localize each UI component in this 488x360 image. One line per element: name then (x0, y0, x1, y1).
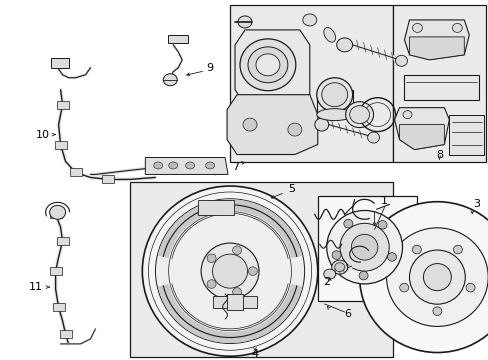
Ellipse shape (395, 55, 407, 66)
Text: 8: 8 (435, 149, 442, 159)
Polygon shape (408, 37, 463, 60)
Bar (51, 58, 68, 68)
Ellipse shape (451, 23, 461, 32)
Ellipse shape (142, 186, 317, 356)
Ellipse shape (331, 251, 340, 259)
Ellipse shape (154, 162, 163, 169)
Ellipse shape (432, 307, 441, 315)
Polygon shape (399, 125, 444, 149)
Ellipse shape (345, 102, 373, 127)
Ellipse shape (240, 39, 295, 91)
Ellipse shape (163, 74, 177, 86)
Bar (130, 183, 392, 357)
Ellipse shape (387, 253, 396, 261)
Ellipse shape (185, 162, 194, 169)
Ellipse shape (207, 254, 216, 262)
Ellipse shape (255, 54, 279, 76)
Ellipse shape (423, 264, 450, 291)
Bar (213, 296, 256, 308)
Polygon shape (404, 75, 478, 100)
Polygon shape (235, 30, 309, 105)
Polygon shape (226, 95, 317, 154)
Ellipse shape (351, 234, 377, 260)
Ellipse shape (155, 199, 304, 343)
Ellipse shape (212, 254, 247, 288)
Ellipse shape (168, 162, 177, 169)
Ellipse shape (326, 211, 402, 284)
Ellipse shape (243, 118, 256, 131)
Ellipse shape (232, 246, 241, 255)
Ellipse shape (247, 47, 287, 83)
Ellipse shape (408, 250, 465, 304)
Text: 6: 6 (344, 309, 350, 319)
Polygon shape (394, 108, 448, 149)
Ellipse shape (377, 221, 386, 229)
Ellipse shape (248, 267, 257, 275)
Text: 10: 10 (36, 130, 50, 140)
Ellipse shape (331, 260, 347, 274)
Bar (49, 210, 61, 218)
Bar (102, 175, 114, 183)
Text: 4: 4 (251, 349, 258, 359)
Ellipse shape (343, 219, 352, 228)
Ellipse shape (359, 202, 488, 352)
Ellipse shape (201, 243, 259, 299)
Ellipse shape (358, 271, 367, 280)
Ellipse shape (399, 283, 408, 292)
Bar (57, 237, 68, 245)
Text: 7: 7 (232, 162, 239, 172)
Bar (69, 168, 81, 176)
Ellipse shape (465, 283, 474, 292)
Bar (55, 140, 66, 149)
Text: 2: 2 (323, 277, 329, 287)
Ellipse shape (334, 263, 344, 272)
Text: 5: 5 (288, 184, 295, 194)
Text: 1: 1 (380, 196, 387, 206)
Ellipse shape (238, 16, 251, 28)
Ellipse shape (316, 78, 352, 112)
Polygon shape (404, 20, 468, 60)
Bar (53, 303, 64, 311)
Bar (49, 267, 61, 275)
Ellipse shape (314, 118, 328, 131)
Text: 3: 3 (472, 199, 479, 210)
Ellipse shape (205, 162, 214, 169)
Ellipse shape (316, 109, 352, 121)
Ellipse shape (302, 14, 316, 26)
Ellipse shape (452, 245, 462, 254)
Polygon shape (448, 114, 483, 154)
Bar (168, 35, 188, 43)
Ellipse shape (411, 23, 422, 32)
Bar (57, 101, 68, 109)
Polygon shape (145, 157, 227, 175)
Ellipse shape (386, 228, 487, 327)
Ellipse shape (232, 288, 241, 296)
Ellipse shape (323, 269, 335, 279)
Bar (317, 196, 417, 301)
Ellipse shape (367, 132, 379, 143)
Bar (226, 294, 243, 310)
Ellipse shape (323, 28, 335, 42)
Ellipse shape (339, 223, 388, 271)
Ellipse shape (402, 111, 411, 118)
Text: 9: 9 (206, 63, 213, 73)
Ellipse shape (411, 245, 421, 254)
Ellipse shape (287, 123, 301, 136)
Ellipse shape (49, 205, 65, 219)
Ellipse shape (321, 83, 347, 107)
Ellipse shape (349, 106, 369, 123)
Ellipse shape (336, 38, 352, 52)
Bar (60, 330, 71, 338)
Bar (316, 90, 352, 114)
Text: 11: 11 (29, 282, 42, 292)
Bar (392, 5, 485, 162)
Bar (198, 199, 234, 216)
Ellipse shape (207, 280, 216, 288)
Bar (229, 5, 392, 162)
